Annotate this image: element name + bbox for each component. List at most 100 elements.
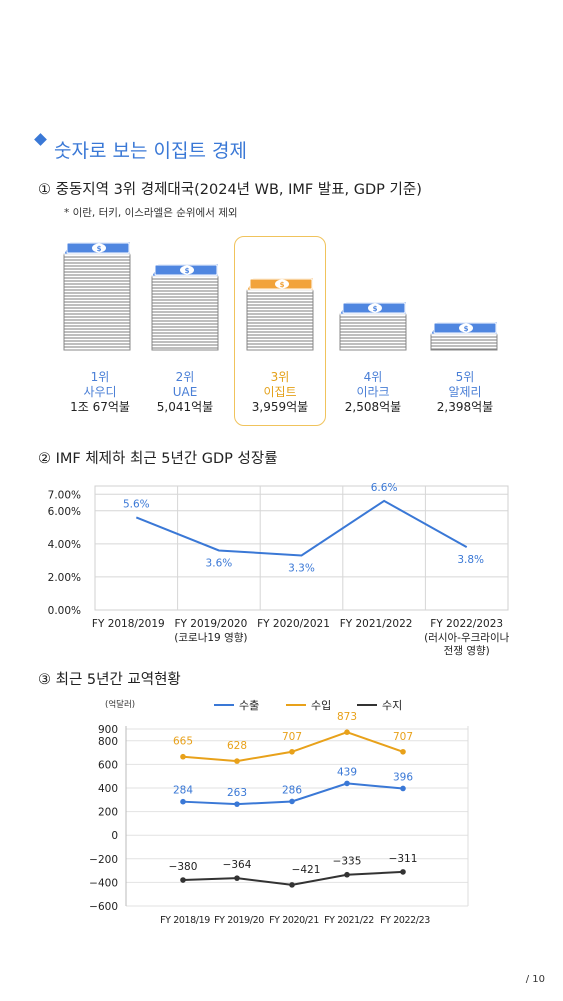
gdp-value: 5,041억불 (156, 400, 214, 414)
page-title: 숫자로 보는 이집트 경제 (54, 140, 247, 162)
x-tick-label: FY 2018/2019 (92, 618, 165, 630)
money-stacks: $ $ $ $ $ (63, 241, 498, 351)
egypt-highlight-box (234, 236, 326, 426)
y-tick-label: 0 (111, 830, 118, 842)
unit-label: (억달러) (105, 699, 135, 710)
y-tick-label: 400 (98, 783, 118, 795)
data-label: 284 (173, 785, 193, 797)
rank-label: 4위 (363, 370, 383, 384)
section3-title: ③ 최근 5년간 교역현황 (38, 672, 181, 688)
data-label: 707 (393, 731, 413, 743)
data-label: −421 (292, 864, 321, 876)
gdp-growth-line (135, 499, 468, 557)
series-point (180, 877, 186, 883)
rank-label: 3위 (270, 370, 290, 384)
y-tick-label: −200 (89, 854, 118, 866)
data-label: −311 (389, 853, 418, 865)
rank-label: 1위 (90, 370, 110, 384)
y-tick-label: 0.00% (48, 605, 81, 617)
data-label: 3.8% (457, 554, 484, 566)
svg-text:$: $ (280, 281, 285, 289)
gdp-growth-chart: 0.00% 2.00% 4.00% 6.00% 7.00% 5.6% 3.6% 3.3% 6.6… (48, 482, 510, 657)
series-point (180, 798, 186, 805)
rank-item-5: 5위 알제리 2,398억불 (420, 370, 510, 415)
x-tick-label: FY 2020/2021 (257, 618, 330, 630)
gdp-value: 2,508억불 (344, 400, 402, 414)
y-tick-label: 800 (98, 736, 118, 748)
rank-item-1: 1위 사우디 1조 67억불 (55, 370, 145, 415)
x-tick-label: FY 2019/20 (214, 915, 264, 926)
y-tick-label: 4.00% (48, 539, 81, 551)
y-tick-label: 600 (98, 759, 118, 771)
x-tick-label: FY 2022/23 (380, 915, 430, 926)
legend-label: 수입 (311, 699, 331, 712)
series-point (234, 801, 240, 807)
svg-text:$: $ (373, 305, 378, 313)
data-label: 286 (282, 784, 302, 796)
data-label: 628 (227, 740, 247, 752)
country-label: 이집트 (263, 385, 297, 399)
y-tick-label: 6.00% (48, 506, 81, 518)
data-label: 263 (227, 787, 247, 799)
title-diamond-icon (34, 133, 47, 146)
x-tick-label: FY 2019/2020 (175, 618, 248, 630)
svg-text:$: $ (464, 325, 469, 333)
series-point (344, 780, 350, 787)
x-tick-label: FY 2021/22 (324, 915, 374, 926)
country-label: 이라크 (356, 385, 390, 399)
data-label: −335 (333, 856, 362, 868)
data-label: 439 (337, 766, 357, 778)
y-tick-label: −400 (89, 877, 118, 889)
section2-title: ② IMF 체제하 최근 5년간 GDP 성장률 (38, 451, 278, 467)
series-point (289, 748, 295, 755)
y-tick-label: 2.00% (48, 572, 81, 584)
money-stack-2: $ (151, 263, 219, 351)
rank-label: 2위 (175, 370, 195, 384)
svg-text:$: $ (185, 267, 190, 275)
money-stack-4: $ (339, 301, 407, 351)
money-stack-5: $ (430, 321, 498, 351)
page-number: / 10 (525, 974, 545, 985)
y-tick-label: 900 (98, 724, 118, 736)
data-label: −364 (223, 859, 252, 871)
section1-note: * 이란, 터키, 이스라엘은 순위에서 제외 (64, 207, 238, 219)
x-tick-label: FY 2021/2022 (340, 618, 413, 630)
data-label: 707 (282, 731, 302, 743)
series-point (289, 882, 295, 888)
money-stack-3: $ (246, 277, 314, 351)
gdp-value: 1조 67억불 (70, 400, 130, 414)
data-label: −380 (169, 861, 198, 873)
x-tick-label: FY 2018/19 (160, 915, 210, 926)
country-label: UAE (172, 385, 198, 399)
rank-item-2: 2위 UAE 5,041억불 (140, 370, 230, 415)
series-point (234, 758, 240, 764)
svg-text:$: $ (97, 245, 102, 253)
x-tick-sublabel: (코로나19 영향) (174, 632, 247, 644)
data-label: 5.6% (123, 498, 150, 510)
rank-label: 5위 (455, 370, 475, 384)
series-point (344, 871, 350, 878)
y-tick-label: −600 (89, 901, 118, 913)
gdp-value: 3,959억불 (251, 400, 309, 414)
series-point (180, 753, 186, 760)
data-label: 3.3% (288, 562, 315, 574)
series-point (400, 785, 406, 792)
plot-frame (94, 485, 509, 611)
x-tick-sublabel: 전쟁 영향) (444, 645, 490, 657)
x-tick-sublabel: (러시아-우크라이나 (424, 632, 510, 644)
legend-label: 수출 (239, 699, 259, 712)
series-point (234, 875, 240, 881)
data-label: 873 (337, 711, 357, 723)
data-label: 665 (173, 736, 193, 748)
country-label: 알제리 (448, 385, 482, 399)
data-label: 3.6% (206, 557, 233, 569)
data-label: 396 (393, 771, 413, 783)
money-stack-1: $ (63, 241, 131, 351)
section1-title: ① 중동지역 3위 경제대국(2024년 WB, IMF 발표, GDP 기준) (38, 182, 422, 198)
series-point (289, 798, 295, 805)
rank-item-4: 4위 이라크 2,508억불 (328, 370, 418, 415)
rank-item-3: 3위 이집트 3,959억불 (235, 370, 325, 415)
series-point (344, 729, 350, 735)
data-label: 6.6% (371, 482, 398, 494)
